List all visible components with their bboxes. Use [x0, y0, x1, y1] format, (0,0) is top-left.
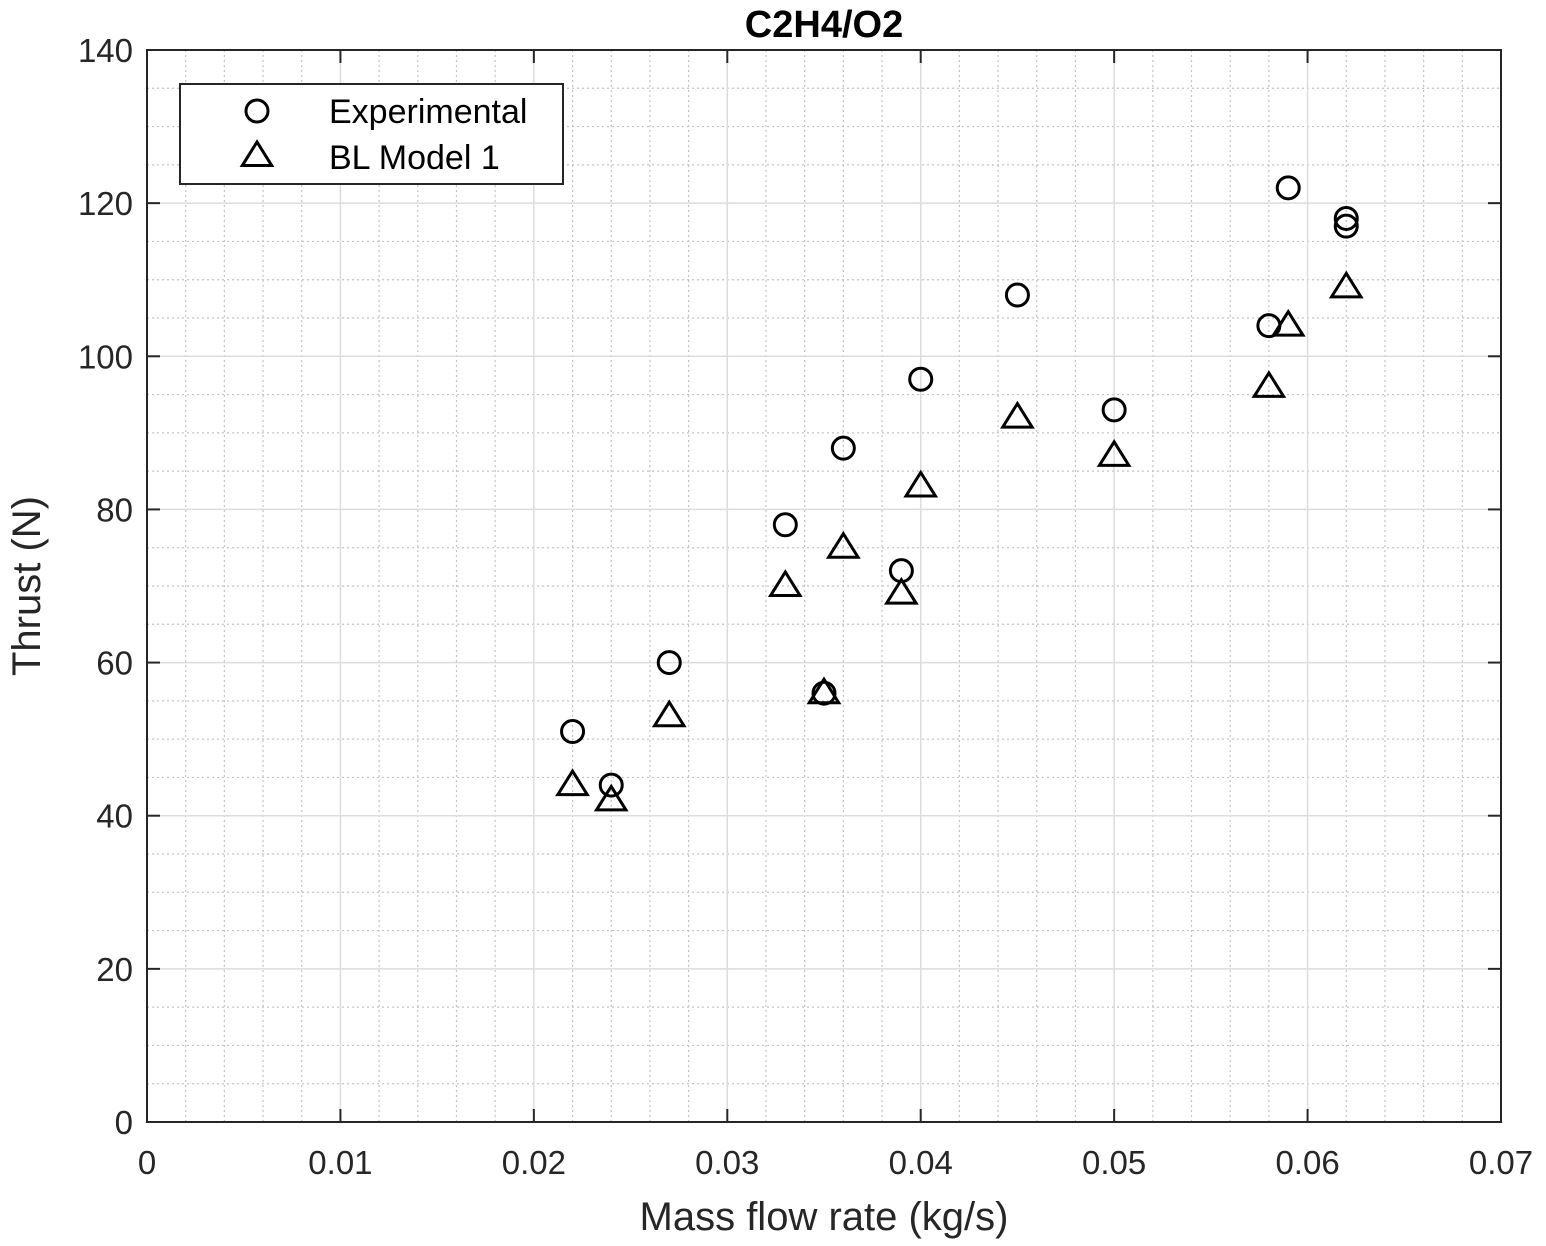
bl-model-1-point — [767, 569, 803, 598]
y-tick-label: 40 — [96, 798, 133, 835]
legend: Experimental BL Model 1 — [179, 83, 564, 185]
y-tick-label: 20 — [96, 951, 133, 988]
bl-model-1-point — [593, 783, 629, 812]
legend-label-experimental: Experimental — [329, 93, 527, 131]
x-tick-label: 0.03 — [695, 1144, 759, 1181]
bl-model-1-point — [1251, 370, 1287, 398]
y-axis-label: Thrust (N) — [5, 496, 49, 676]
experimental-point — [908, 366, 934, 392]
bl-model-1-point — [825, 530, 861, 559]
legend-markers — [239, 98, 275, 168]
y-tick-label: 120 — [78, 185, 133, 222]
chart-title: C2H4/O2 — [745, 4, 903, 46]
bl-model-1-point — [1270, 308, 1306, 337]
data-points — [555, 175, 1364, 812]
experimental-point — [1004, 282, 1030, 308]
experimental-point — [656, 650, 682, 676]
y-tick-label: 60 — [96, 645, 133, 682]
bl-model-1-point — [883, 576, 919, 605]
experimental-point — [598, 772, 624, 798]
legend-box — [179, 83, 564, 185]
y-tick-label: 140 — [78, 32, 133, 69]
experimental-point — [1333, 205, 1359, 231]
axis-ticks: 0 0.01 0.02 0.03 0.04 0.05 0.06 0.07 0 20 40 60 80 10… — [78, 32, 1533, 1181]
x-axis-label: Mass flow rate (kg/s) — [640, 1195, 1009, 1239]
experimental-point — [1101, 397, 1127, 423]
y-tick-label: 0 — [115, 1104, 133, 1141]
legend-label-bl-model-1: BL Model 1 — [329, 139, 500, 177]
grid — [146, 49, 1502, 1123]
x-tick-label: 0 — [138, 1144, 156, 1181]
experimental-point — [830, 435, 856, 461]
bl-model-1-point — [1096, 438, 1132, 467]
x-tick-label: 0.02 — [502, 1144, 566, 1181]
bl-model-1-point — [555, 768, 590, 797]
legend-marker-triangle — [239, 139, 275, 168]
x-tick-label: 0.07 — [1469, 1144, 1533, 1181]
experimental-point — [560, 718, 586, 744]
y-tick-label: 80 — [96, 491, 133, 528]
x-tick-label: 0.06 — [1275, 1144, 1339, 1181]
bl-model-1-point — [806, 676, 842, 705]
x-tick-label: 0.01 — [308, 1144, 372, 1181]
experimental-point — [1275, 175, 1301, 201]
experimental-point — [1333, 213, 1359, 239]
plot-area-frame — [146, 49, 1502, 1123]
legend-marker-circle — [244, 98, 270, 124]
x-tick-label: 0.04 — [889, 1144, 953, 1181]
bl-model-1-point — [1000, 400, 1035, 429]
y-tick-label: 100 — [78, 338, 133, 375]
x-tick-label: 0.05 — [1082, 1144, 1146, 1181]
series-bl-model-1 — [555, 270, 1364, 812]
bl-model-1-point — [1328, 270, 1364, 299]
experimental-point — [772, 512, 798, 538]
bl-model-1-point — [651, 699, 687, 728]
bl-model-1-point — [903, 469, 939, 498]
